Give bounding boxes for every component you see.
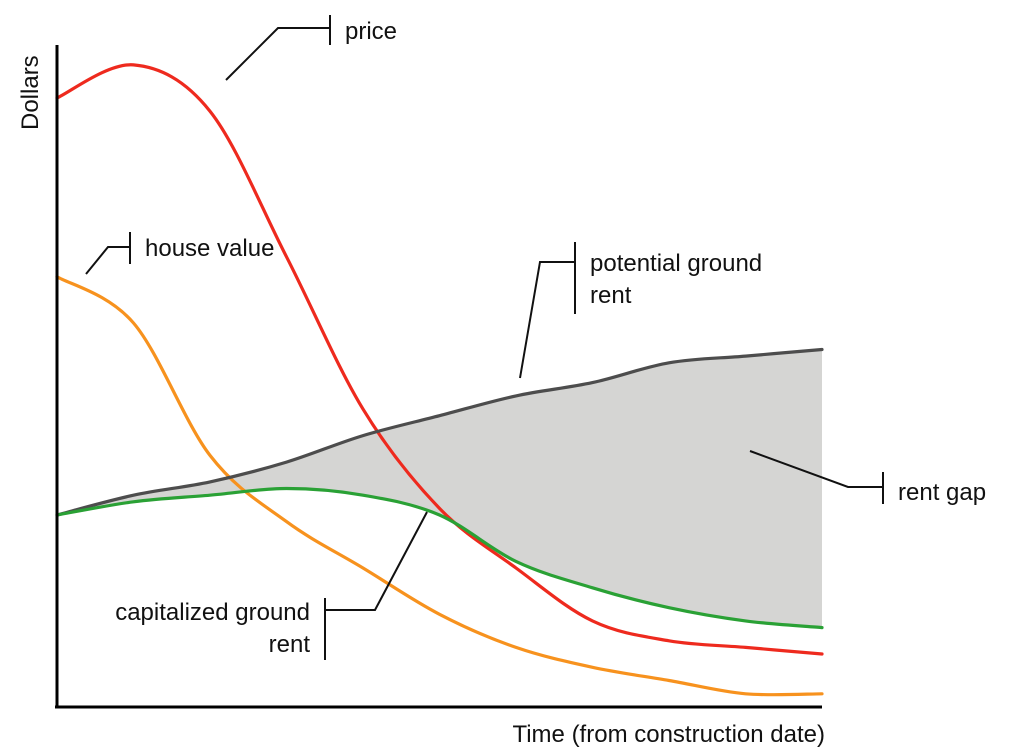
house-value-leader <box>85 232 131 275</box>
house-value-curve <box>55 275 824 697</box>
price-leader <box>225 15 331 81</box>
potential-ground-rent-leader <box>519 242 576 379</box>
potential-label-line2: rent <box>590 282 632 309</box>
rent-gap-area <box>57 349 822 628</box>
y-axis-label: Dollars <box>17 55 44 130</box>
price-curve <box>55 63 824 656</box>
capitalized-label-line1: capitalized ground <box>115 599 310 626</box>
rent-gap-leader <box>749 450 884 504</box>
capitalized-ground-rent-leader <box>324 511 428 660</box>
x-axis-label: Time (from construction date) <box>512 721 825 748</box>
potential-label-line1: potential ground <box>590 250 762 277</box>
potential-ground-rent-curve <box>55 347 824 517</box>
house-value-label: house value <box>145 235 274 262</box>
price-label: price <box>345 18 397 45</box>
capitalized-label-line2: rent <box>269 631 311 658</box>
rent-gap-label: rent gap <box>898 479 986 506</box>
capitalized-ground-rent-curve <box>55 486 824 630</box>
